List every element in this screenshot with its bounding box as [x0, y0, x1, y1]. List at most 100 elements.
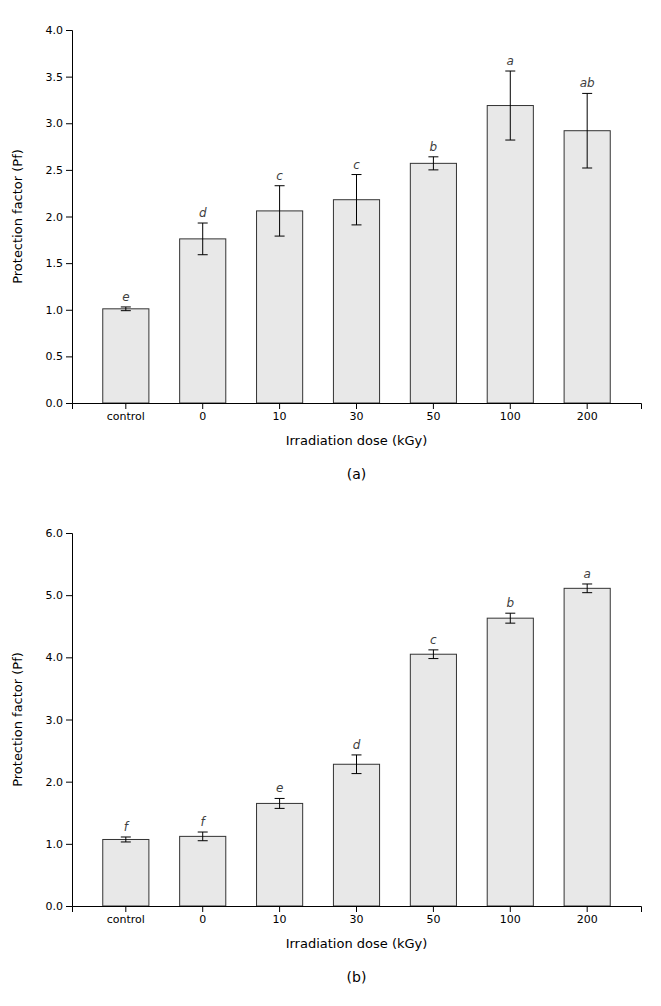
tick-label: 0.5 — [46, 350, 64, 363]
x-axis: control 0 10 30 50 100 200 — [73, 906, 642, 926]
tick: 6.0 — [46, 527, 73, 540]
annotation: e — [122, 290, 129, 304]
annotation: c — [353, 158, 360, 172]
bar — [410, 654, 456, 906]
tick: 4.0 — [46, 651, 73, 664]
error-bar — [275, 186, 285, 236]
subtitle: (a) — [347, 466, 367, 482]
tick-label: 2.0 — [46, 776, 64, 789]
tick-mark — [433, 403, 434, 409]
tick: 1.0 — [46, 838, 73, 851]
panel: edccbaab0.00.51.01.52.02.53.03.54.0contr… — [10, 24, 642, 482]
annotation: a — [507, 54, 514, 68]
annotations: e d c c b a ab — [122, 54, 595, 304]
annotation: e — [276, 781, 283, 795]
bar — [487, 106, 533, 403]
tick: 0 — [199, 403, 206, 423]
tick-mark — [66, 533, 72, 534]
tick-label: 3.0 — [46, 714, 64, 727]
error-bar — [198, 832, 208, 841]
tick-mark — [433, 906, 434, 912]
tick: 0 — [199, 906, 206, 926]
bar — [564, 131, 610, 403]
tick-mark — [66, 217, 72, 218]
tick-label: control — [107, 410, 145, 423]
tick: control — [107, 403, 145, 423]
error-bar — [275, 798, 285, 808]
tick-mark — [125, 403, 126, 409]
tick-label: 10 — [273, 913, 287, 926]
tick-label: 50 — [426, 913, 440, 926]
tick-mark — [587, 403, 588, 409]
tick: 1.5 — [46, 257, 73, 270]
chart-canvas: e d c c b a ab 0.0 0.5 1.0 1.5 2.0 2.5 3.0 3.5 4.0 contr… — [0, 0, 661, 1006]
tick-label: 6.0 — [46, 527, 64, 540]
bar — [180, 239, 226, 403]
error-bar — [582, 93, 592, 168]
tick: 0.5 — [46, 350, 73, 363]
marks — [103, 71, 610, 403]
tick-label: 200 — [577, 410, 598, 423]
tick-mark — [66, 595, 72, 596]
tick: 3.0 — [46, 714, 73, 727]
bar — [103, 309, 149, 403]
tick-mark — [587, 906, 588, 912]
tick-label: 1.0 — [46, 838, 64, 851]
tick-mark — [356, 403, 357, 409]
annotation: d — [199, 206, 207, 220]
bar — [333, 200, 379, 403]
tick-label: 100 — [500, 410, 521, 423]
tick-mark — [66, 30, 72, 31]
x-axis-title: Irradiation dose (kGy) — [286, 433, 428, 448]
annotation: b — [506, 596, 514, 610]
tick: control — [107, 906, 145, 926]
tick-mark — [125, 906, 126, 912]
panel: ffedcba0.01.02.03.04.05.06.0control01030… — [10, 527, 642, 985]
tick-label: 1.5 — [46, 257, 64, 270]
annotation: f — [124, 820, 130, 834]
error-bar — [121, 307, 131, 311]
x-axis: control 0 10 30 50 100 200 — [73, 403, 642, 423]
error-bar — [428, 157, 438, 170]
tick: 10 — [273, 403, 287, 423]
subtitle: (b) — [347, 969, 367, 985]
tick: 30 — [350, 403, 364, 423]
tick: 4.0 — [46, 24, 73, 37]
bar — [333, 764, 379, 906]
tick-label: 1.0 — [46, 304, 64, 317]
tick: 2.0 — [46, 211, 73, 224]
x-axis-title: Irradiation dose (kGy) — [286, 936, 428, 951]
tick: 30 — [350, 906, 364, 926]
tick-label: 5.0 — [46, 589, 64, 602]
tick-mark — [66, 310, 72, 311]
annotation: b — [430, 140, 438, 154]
tick-label: 0.0 — [46, 900, 64, 913]
annotation: d — [353, 738, 361, 752]
tick-mark — [202, 906, 203, 912]
bar — [180, 836, 226, 906]
tick: 10 — [273, 906, 287, 926]
tick-mark — [66, 720, 72, 721]
tick-mark — [356, 906, 357, 912]
error-bar — [505, 71, 515, 140]
bar — [103, 839, 149, 906]
tick: 100 — [500, 403, 521, 423]
tick-mark — [66, 403, 72, 404]
tick: 50 — [426, 906, 440, 926]
marks — [103, 584, 610, 906]
y-axis: 0.00.51.01.52.02.53.03.54.0 — [46, 24, 73, 410]
tick: 200 — [577, 906, 598, 926]
tick-label: 3.5 — [46, 71, 64, 84]
y-axis-title: Protection factor (Pf) — [10, 652, 25, 787]
tick-label: 2.0 — [46, 211, 64, 224]
tick: 50 — [426, 403, 440, 423]
annotation: c — [276, 169, 283, 183]
tick-mark — [66, 657, 72, 658]
tick-label: 100 — [500, 913, 521, 926]
bar — [410, 163, 456, 403]
tick: 100 — [500, 906, 521, 926]
annotation: ab — [580, 76, 595, 90]
tick-label: 4.0 — [46, 651, 64, 664]
y-axis-title: Protection factor (Pf) — [10, 149, 25, 284]
tick-label: 2.5 — [46, 164, 64, 177]
